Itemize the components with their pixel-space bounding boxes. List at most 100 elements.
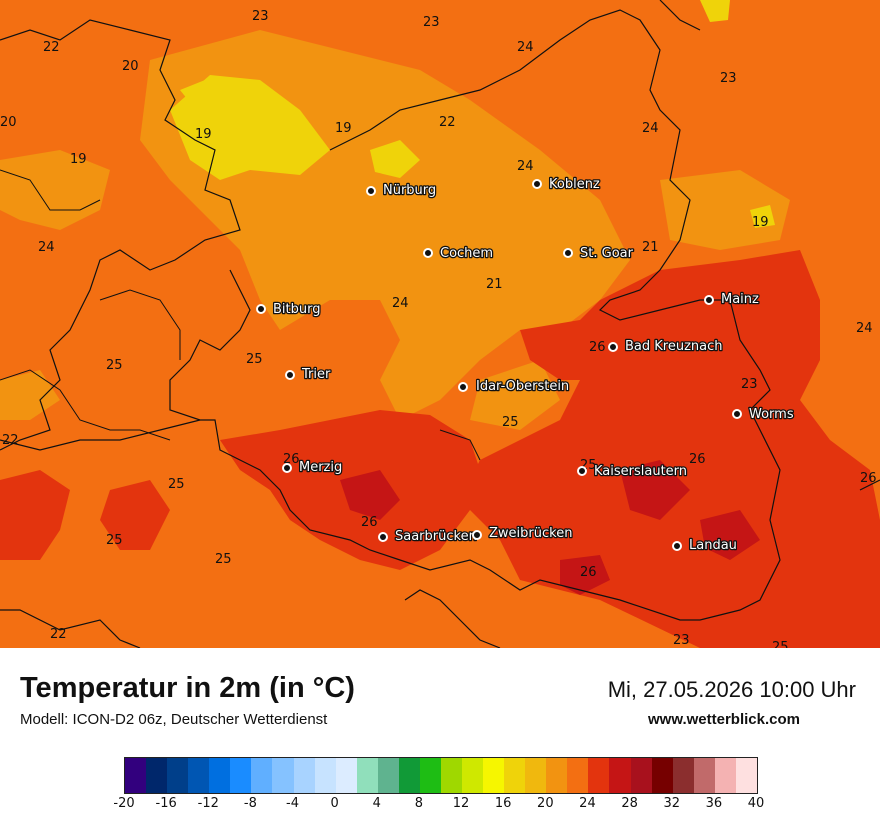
color-scale-swatch — [314, 758, 336, 793]
color-scale-tick: -8 — [243, 796, 257, 811]
temp-label: 23 — [673, 633, 690, 648]
color-scale-swatch — [293, 758, 315, 793]
city-label: Landau — [689, 538, 737, 553]
city-dot — [563, 248, 573, 258]
temp-label: 20 — [122, 59, 139, 74]
color-scale-swatch — [609, 758, 631, 793]
city-label: Bad Kreuznach — [625, 339, 723, 354]
city-dot — [532, 179, 542, 189]
website-link[interactable]: www.wetterblick.com — [648, 711, 800, 728]
city-dot — [256, 304, 266, 314]
color-scale-swatch — [567, 758, 589, 793]
city-dot — [285, 370, 295, 380]
model-source: Modell: ICON-D2 06z, Deutscher Wetterdie… — [20, 711, 328, 728]
color-scale-swatch — [525, 758, 547, 793]
city-dot — [458, 382, 468, 392]
temperature-map: 23 23 22 20 24 20 23 19 19 22 24 19 24 2… — [0, 0, 880, 648]
color-scale-tick: 8 — [414, 796, 424, 811]
city-dot — [282, 463, 292, 473]
color-scale-swatch — [251, 758, 273, 793]
color-scale-swatch — [693, 758, 715, 793]
temp-label: 19 — [195, 127, 212, 142]
color-scale-swatch — [630, 758, 652, 793]
temp-label: 23 — [720, 71, 737, 86]
color-scale-swatch — [440, 758, 462, 793]
color-scale-tick: -16 — [155, 796, 177, 811]
temp-label: 19 — [752, 215, 769, 230]
temp-label: 25 — [246, 352, 263, 367]
color-scale-swatch — [672, 758, 694, 793]
temp-label: 22 — [43, 40, 60, 55]
temp-label: 23 — [423, 15, 440, 30]
city-dot — [423, 248, 433, 258]
city-label: Zweibrücken — [489, 526, 572, 541]
city-label: Mainz — [721, 292, 759, 307]
city-label: Merzig — [299, 460, 342, 475]
city-label: Cochem — [440, 246, 493, 261]
temp-label: 24 — [642, 121, 659, 136]
city-label: Nürburg — [383, 183, 436, 198]
temp-label: 26 — [361, 515, 378, 530]
color-scale-swatch — [504, 758, 526, 793]
city-label: Kaiserslautern — [594, 464, 687, 479]
temperature-labels: 23 23 22 20 24 20 23 19 19 22 24 19 24 2… — [0, 9, 877, 648]
city-label: Koblenz — [549, 177, 600, 192]
temp-zone-26-28 — [340, 460, 760, 595]
color-scale-swatch — [419, 758, 441, 793]
temp-label: 25 — [106, 533, 123, 548]
city-label: Trier — [301, 367, 331, 382]
city-dot — [608, 342, 618, 352]
color-scale-swatch — [356, 758, 378, 793]
temp-label: 24 — [392, 296, 409, 311]
city-dot — [366, 186, 376, 196]
color-scale-tick: 40 — [747, 796, 765, 811]
color-scale-tick: 4 — [372, 796, 381, 811]
color-scale-tick: -12 — [197, 796, 219, 811]
color-scale-swatch — [462, 758, 484, 793]
color-scale-swatch — [483, 758, 505, 793]
city-label: Bitburg — [273, 302, 321, 317]
color-scale-swatch — [272, 758, 294, 793]
color-scale-ticks: -20 -16 -12 -8 -4 0 4 8 12 16 20 24 28 32 36 40 — [113, 796, 764, 812]
city-dot — [704, 295, 714, 305]
temp-label: 25 — [168, 477, 185, 492]
forecast-datetime: Mi, 27.05.2026 10:00 Uhr — [607, 677, 856, 702]
color-scale-tick: -4 — [286, 796, 300, 811]
regional-borders — [0, 169, 481, 461]
city-dot — [672, 541, 682, 551]
color-scale-swatch — [335, 758, 357, 793]
temp-label: 22 — [439, 115, 456, 130]
temp-label: 21 — [486, 277, 503, 292]
temp-label: 24 — [856, 321, 873, 336]
temp-label: 24 — [38, 240, 55, 255]
color-scale-swatch — [735, 758, 757, 793]
color-scale-swatch — [230, 758, 252, 793]
city-label: St. Goar — [580, 246, 634, 261]
color-scale-swatch — [714, 758, 736, 793]
temp-label: 25 — [502, 415, 519, 430]
color-scale-swatch — [167, 758, 189, 793]
temp-label: 19 — [335, 121, 352, 136]
color-scale-tick: 20 — [537, 796, 554, 811]
city-dot — [378, 532, 388, 542]
color-scale-tick: 32 — [663, 796, 680, 811]
city-dot — [472, 530, 482, 540]
color-scale-swatch — [398, 758, 420, 793]
color-scale-swatch — [209, 758, 231, 793]
temp-label: 26 — [589, 340, 606, 355]
color-scale-tick: 24 — [579, 796, 596, 811]
city-label: Idar-Oberstein — [476, 379, 569, 394]
city-dot — [732, 409, 742, 419]
color-scale-tick: 0 — [330, 796, 339, 811]
temp-label: 21 — [642, 240, 659, 255]
temp-label: 26 — [689, 452, 706, 467]
color-scale-swatch — [125, 758, 147, 793]
temp-label: 23 — [741, 377, 758, 392]
city-label: Saarbrücken — [395, 529, 477, 544]
temp-label: 25 — [772, 640, 789, 648]
borders — [0, 0, 880, 648]
color-scale-tick: 28 — [621, 796, 638, 811]
temp-label: 26 — [860, 471, 877, 486]
temp-label: 24 — [517, 40, 534, 55]
city-label: Worms — [749, 407, 794, 422]
